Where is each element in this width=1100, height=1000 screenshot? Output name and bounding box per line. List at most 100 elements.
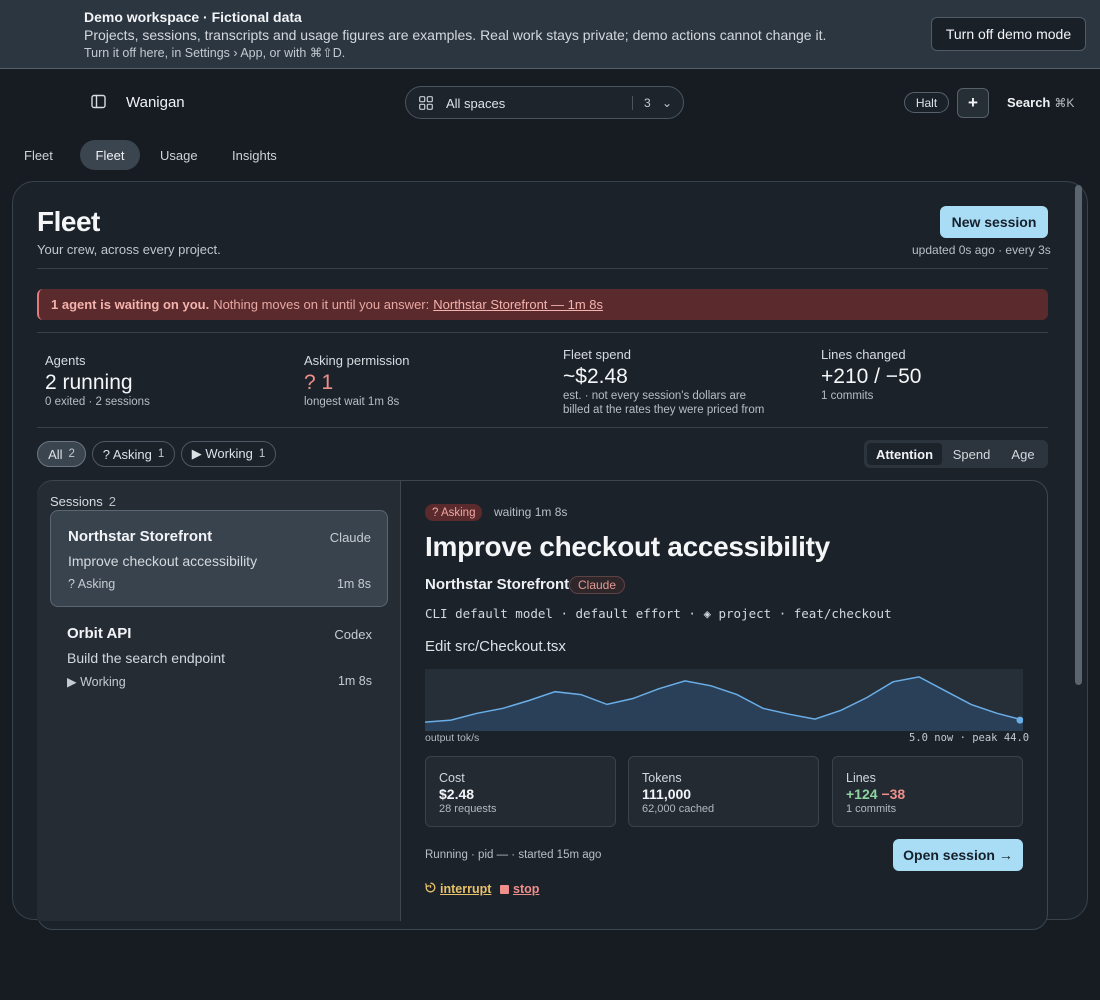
interrupt-icon [424,882,436,896]
current-action: Edit src/Checkout.tsx [425,638,566,655]
session-agent: Claude [329,530,371,545]
stop-button[interactable]: stop [500,882,539,896]
session-status: ? Asking [68,577,116,591]
tokens-sub: 62,000 cached [642,803,715,815]
waiting-alert: 1 agent is waiting on you. Nothing moves… [37,289,1048,320]
sparkline-current-point [1016,716,1023,724]
session-card[interactable]: Orbit API Codex Build the search endpoin… [50,608,388,705]
interrupt-button[interactable]: interrupt [424,882,492,896]
sessions-heading: Sessions 2 [50,494,116,509]
open-session-button[interactable]: Open session → [893,839,1023,871]
search-label: Search [1007,95,1051,110]
stat-spend-label: Fleet spend [563,347,631,362]
alert-session-link[interactable]: Northstar Storefront — 1m 8s [433,297,604,312]
sessions-count: 2 [108,494,116,509]
lines-removed: −38 [881,786,906,802]
search-shortcut: ⌘K [1054,96,1075,110]
tab-insights[interactable]: Insights [232,147,277,163]
filter-asking[interactable]: ? Asking 1 [92,441,175,467]
divider [37,268,1048,269]
stat-asking-label: Asking permission [304,353,410,368]
session-project-name: Northstar Storefront [425,576,570,593]
update-status: updated 0s ago · every 3s [912,243,1051,257]
session-project: Orbit API [67,625,132,642]
cost-label: Cost [439,771,465,785]
tokens-label: Tokens [642,771,682,785]
search-button[interactable]: Search ⌘K [1007,95,1074,110]
grid-icon [419,96,433,110]
lines-value: +124 −38 [846,786,905,802]
lines-sub: 1 commits [846,803,897,815]
session-status: ▶ Working [67,675,126,689]
sort-control: Attention Spend Age [864,440,1048,468]
tab-fleet-root[interactable]: Fleet [24,147,53,163]
scrollbar[interactable] [1075,185,1082,685]
add-button[interactable]: + [957,88,989,118]
sparkline-area [425,676,1023,731]
throughput-sparkline [425,669,1023,731]
stop-label: stop [513,882,540,896]
demo-description: Projects, sessions, transcripts and usag… [84,27,827,43]
session-time: 1m 8s [336,577,371,591]
status-badge: ? Asking [425,504,483,521]
filter-all[interactable]: All 2 [37,441,86,467]
cost-value: $2.48 [439,786,475,802]
halt-button[interactable]: Halt [904,92,949,113]
stat-spend-sub-2: billed at the rates they were priced fro… [563,404,765,416]
filter-count: 1 [258,448,266,460]
filter-working[interactable]: ▶ Working 1 [181,441,276,467]
lines-card: Lines +124 −38 1 commits [832,756,1023,827]
sidebar-toggle-icon[interactable] [90,94,108,110]
session-task: Build the search endpoint [67,650,225,666]
stat-spend-value: ~$2.48 [563,365,628,388]
stop-icon [500,884,509,894]
stat-lines-value: +210 / −50 [821,365,922,388]
stat-agents-value: 2 running [45,371,133,394]
alert-bold: 1 agent is waiting on you. [51,297,210,312]
new-session-button[interactable]: New session [940,206,1048,238]
sort-age[interactable]: Age [1011,446,1035,462]
sparkline-stats: 5.0 now · peak 44.0 [909,732,1030,744]
stat-asking-sub: longest wait 1m 8s [304,396,400,408]
page-title: Fleet [37,206,100,237]
app-name: Wanigan [126,94,185,111]
space-label: All spaces [446,96,506,111]
stat-agents-sub: 0 exited · 2 sessions [45,396,150,408]
filter-label: ▶ Working [191,446,253,461]
waiting-time: waiting 1m 8s [494,505,568,519]
session-title: Improve checkout accessibility [425,531,830,562]
process-status: Running · pid — · started 15m ago [425,849,602,861]
sessions-title: Sessions [50,494,103,509]
session-card[interactable]: Northstar Storefront Claude Improve chec… [50,510,388,607]
demo-title: Demo workspace · Fictional data [84,9,302,25]
tokens-value: 111,000 [642,786,692,802]
stat-asking-value: ? 1 [304,371,334,394]
filter-count: 1 [157,448,165,460]
session-project: Northstar Storefront [68,528,213,545]
space-switcher[interactable]: All spaces 3 ⌄ [405,86,684,119]
tokens-card: Tokens 111,000 62,000 cached [628,756,819,827]
lines-added: +124 [846,786,878,802]
filter-label: All [48,446,63,462]
tab-fleet[interactable]: Fleet [80,140,140,170]
lines-label: Lines [846,771,876,785]
session-agent: Codex [334,627,372,642]
sort-spend[interactable]: Spend [952,446,991,462]
filter-label: ? Asking [102,446,152,462]
session-meta: CLI default model · default effort · ◈ p… [425,606,892,621]
divider [37,332,1048,333]
chevron-down-icon: ⌄ [662,96,673,110]
stat-lines-sub: 1 commits [821,390,874,402]
interrupt-label: interrupt [440,882,492,896]
divider [37,427,1048,428]
session-task: Improve checkout accessibility [68,553,258,569]
filter-count: 2 [68,448,75,460]
divider [632,96,633,110]
sort-attention[interactable]: Attention [867,443,942,465]
turn-off-demo-button[interactable]: Turn off demo mode [931,17,1086,51]
cost-sub: 28 requests [439,803,497,815]
alert-text: Nothing moves on it until you answer: [213,297,430,312]
tab-usage[interactable]: Usage [160,147,198,163]
agent-tag: Claude [569,576,626,594]
cost-card: Cost $2.48 28 requests [425,756,616,827]
